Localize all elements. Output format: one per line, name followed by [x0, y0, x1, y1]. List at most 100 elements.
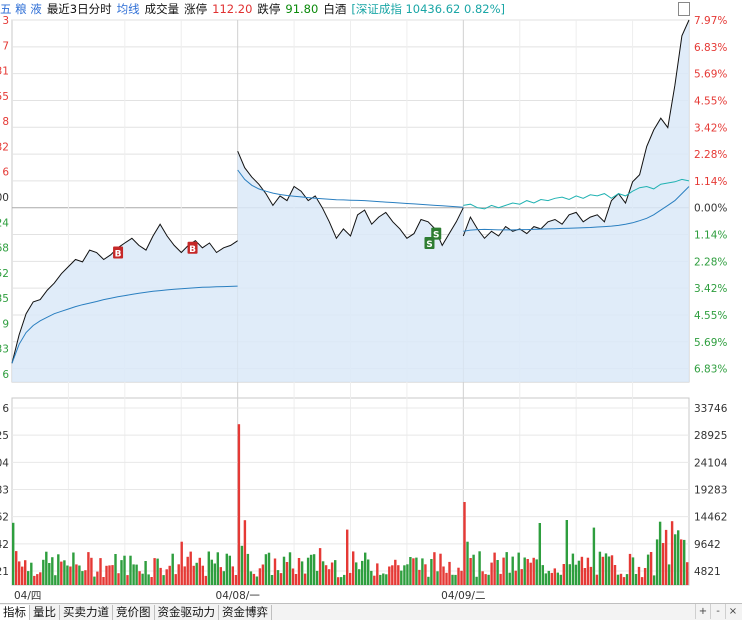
tab-volume-ratio[interactable]: 量比 — [30, 604, 60, 620]
volume-bar — [613, 565, 617, 585]
volume-bar — [460, 570, 463, 585]
volume-bar — [168, 565, 171, 585]
volume-bar — [243, 520, 247, 585]
volume-bar — [469, 558, 472, 585]
avg-price-line — [463, 186, 690, 232]
volume-bar — [189, 551, 192, 585]
volume-bar — [234, 575, 238, 585]
volume-bar — [135, 564, 138, 585]
volume-bar — [337, 577, 340, 585]
volume-bar — [318, 548, 322, 585]
tab-buy-sell-force[interactable]: 买卖力道 — [60, 604, 113, 620]
tab-indicator[interactable]: 指标 — [0, 604, 30, 620]
close-button[interactable]: × — [725, 604, 740, 619]
volume-bar — [379, 574, 382, 585]
right-axis-tick: 7.97% — [694, 16, 727, 27]
volume-bar — [538, 523, 542, 585]
volume-bar — [445, 572, 448, 585]
volume-bar — [686, 562, 689, 585]
volume-bar — [496, 560, 499, 585]
zoom-in-button[interactable]: + — [695, 604, 710, 619]
volume-bar — [367, 559, 370, 585]
left-axis-tick: 7 — [2, 40, 9, 52]
volume-bar — [394, 559, 397, 585]
left-axis-tick: 3 — [2, 16, 9, 27]
volume-bar — [388, 566, 391, 585]
volume-bar — [99, 558, 102, 585]
volume-bar — [282, 556, 286, 585]
volume-bar — [385, 574, 388, 585]
maximize-box[interactable] — [678, 2, 690, 16]
volume-bar — [30, 562, 33, 585]
index-line — [463, 178, 690, 210]
volume-bar — [595, 574, 599, 585]
tab-fund-drive[interactable]: 资金驱动力 — [154, 604, 219, 620]
volume-bar — [69, 566, 72, 585]
price-line — [237, 151, 464, 247]
volume-bar — [352, 551, 355, 585]
trade-marker-label: S — [433, 231, 439, 241]
volume-bar — [517, 552, 520, 585]
x-axis-label: 04/四 — [14, 590, 41, 602]
index-label: [深证成指 10436.62 0.82%] — [351, 2, 506, 16]
left-axis-tick: 00 — [0, 192, 9, 204]
volume-bar — [195, 562, 198, 585]
right-axis-tick: 2.28% — [694, 256, 727, 268]
volume-bar — [204, 575, 208, 585]
volume-bar — [246, 553, 250, 585]
volume-bar — [430, 559, 433, 585]
right-axis-tick: 5.69% — [694, 337, 727, 349]
volume-bar — [126, 575, 129, 585]
volume-bar — [361, 560, 364, 585]
volume-bar — [102, 577, 105, 585]
left-axis-tick: 8 — [2, 116, 9, 128]
intraday-chart[interactable]: B B SS 7.97% 6.83% 5.69% 4.55% 3.42% 2.28% 1.14% 0… — [0, 16, 742, 604]
volume-bar — [616, 574, 620, 585]
volume-bar — [397, 565, 400, 585]
stock-name[interactable]: 五 粮 液 — [0, 2, 42, 16]
volume-bar — [297, 558, 301, 585]
volume-bar — [237, 424, 241, 585]
volume-bar — [330, 562, 334, 585]
volume-bar — [499, 573, 502, 585]
volume-bar — [174, 574, 177, 585]
avg-price-line — [237, 169, 464, 208]
volume-bar — [487, 574, 490, 585]
volume-bar — [370, 570, 373, 585]
volume-bar — [123, 555, 126, 585]
volume-bar — [180, 541, 183, 585]
volume-bar — [631, 557, 635, 585]
volume-bar — [171, 553, 174, 585]
x-axis-label: 04/09/二 — [441, 590, 485, 602]
volume-bar — [493, 552, 496, 585]
volume-bar — [658, 521, 662, 585]
volume-bar — [364, 552, 367, 585]
volume-bar — [505, 552, 508, 585]
right-axis-tick: 4.55% — [694, 95, 727, 107]
volume-bar — [391, 565, 394, 585]
tab-fund-game[interactable]: 资金博弈 — [219, 604, 272, 620]
volume-bar — [400, 570, 403, 585]
volume-bar — [619, 573, 623, 585]
volume-bar — [21, 566, 24, 585]
volume-bar — [601, 556, 605, 585]
volume-bar — [222, 571, 226, 585]
volume-bar — [604, 553, 608, 585]
volume-bar — [406, 564, 409, 585]
volume-bar — [150, 577, 153, 585]
volume-bar — [442, 566, 445, 585]
volume-bar — [45, 551, 48, 585]
volume-bar — [526, 559, 529, 585]
tab-auction-chart[interactable]: 竞价图 — [113, 604, 155, 620]
volume-bar — [294, 574, 298, 585]
volume-bar — [39, 572, 42, 585]
price-area-fill — [463, 20, 689, 382]
volume-bar — [84, 570, 87, 585]
volume-bar — [132, 564, 135, 585]
zoom-out-button[interactable]: - — [710, 604, 725, 619]
volume-bar — [472, 554, 475, 585]
volume-bar — [677, 530, 680, 585]
volume-bar — [156, 558, 159, 585]
volume-bar — [90, 557, 93, 585]
volume-bar — [36, 574, 39, 585]
